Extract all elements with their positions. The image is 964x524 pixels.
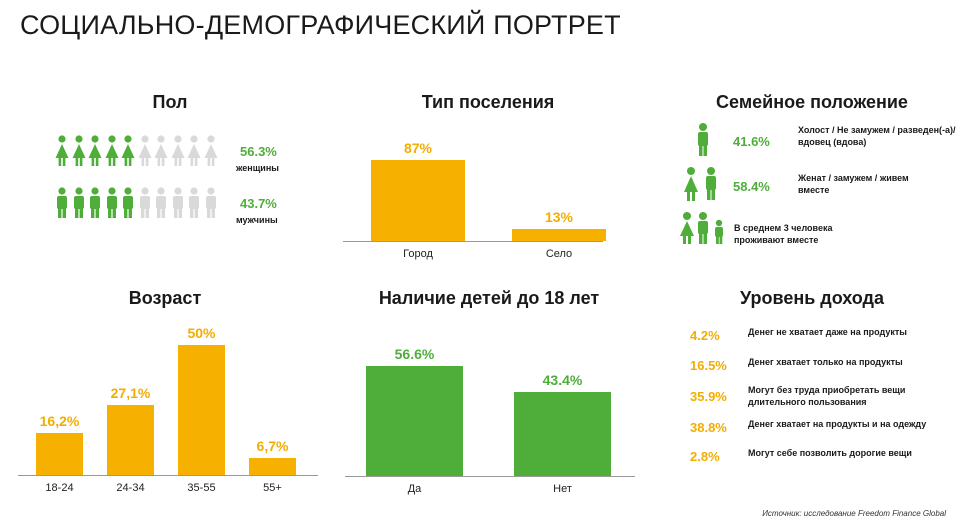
- family-household-text: В среднем 3 человека проживают вместе: [734, 223, 833, 245]
- income-pct: 38.8%: [690, 420, 727, 435]
- gender-male-label: мужчины: [236, 215, 278, 225]
- gender-title: Пол: [152, 92, 188, 112]
- income-pct: 4.2%: [690, 328, 720, 343]
- female-person-icon: [105, 135, 119, 172]
- bar-24-34: [107, 404, 154, 475]
- bar-Село: [512, 228, 606, 241]
- bar-35-55: [178, 345, 225, 475]
- income-text: Денег не хватает даже на продукты: [748, 327, 907, 337]
- family-single-text: Холост / Не замужем / разведен(-а)/ вдов…: [798, 125, 956, 147]
- female-person-icon: [138, 135, 152, 172]
- bar-data-label: 13%: [544, 208, 574, 225]
- x-tick-label: Да: [407, 483, 422, 495]
- male-person-icon: [105, 187, 119, 224]
- bar-55+: [249, 457, 296, 475]
- gender-icon-grid: [55, 135, 225, 230]
- x-tick-label: Город: [403, 248, 433, 260]
- x-tick-label: 24-34: [116, 482, 145, 494]
- income-list: 4.2% Денег не хватает даже на продукты 16.…: [686, 326, 956, 476]
- income-text: Денег хватает только на продукты: [748, 357, 903, 367]
- income-pct: 16.5%: [690, 358, 727, 373]
- bar-data-label: 27,1%: [110, 384, 151, 401]
- female-person-icon: [171, 135, 185, 172]
- male-person-icon: [55, 187, 69, 224]
- bar-data-label: 43.4%: [542, 371, 583, 388]
- gender-male-pct: 43.7%: [240, 196, 277, 211]
- male-person-icon: [121, 187, 135, 224]
- couple-icon: [680, 166, 724, 202]
- family-icon: [678, 211, 732, 245]
- settlement-chart-title: Тип поселения: [421, 92, 555, 112]
- x-tick-label: Нет: [553, 483, 572, 495]
- family-title: Семейное положение: [716, 92, 908, 112]
- male-person-icon: [72, 187, 86, 224]
- male-person-icon: [154, 187, 168, 224]
- bar-data-label: 16,2%: [39, 412, 80, 429]
- settlement-chart: 87% Город 13% Село: [343, 120, 606, 265]
- female-person-icon: [55, 135, 69, 172]
- income-text: Денег хватает на продукты и на одежду: [748, 419, 927, 429]
- female-person-icon: [88, 135, 102, 172]
- family-single-pct: 41.6%: [733, 134, 770, 149]
- bar-Нет: [514, 391, 611, 476]
- source-note: Источник: исследование Freedom Finance G…: [762, 509, 946, 518]
- male-person-icon: [187, 187, 201, 224]
- bar-18-24: [36, 432, 83, 475]
- bar-data-label: 56.6%: [394, 346, 435, 362]
- single-person-icon: [688, 122, 718, 158]
- bar-data-label: 87%: [403, 140, 433, 157]
- bar-Город: [371, 160, 465, 241]
- age-chart: 16,2% 18-24 27,1% 24-34 50% 35-55 6,7% 55+: [18, 318, 318, 503]
- female-person-icon: [204, 135, 218, 172]
- x-tick-label: 55+: [263, 482, 282, 494]
- male-person-icon: [88, 187, 102, 224]
- income-pct: 35.9%: [690, 389, 727, 404]
- x-tick-label: 35-55: [187, 482, 216, 494]
- x-axis-line: [18, 475, 318, 476]
- female-person-icon: [121, 135, 135, 172]
- family-married-pct: 58.4%: [733, 179, 770, 194]
- gender-female-pct: 56.3%: [240, 144, 277, 159]
- gender-female-label: женщины: [236, 163, 279, 173]
- x-axis-line: [343, 241, 603, 242]
- income-text: Могут без труда приобретать вещи длитель…: [748, 385, 906, 407]
- male-person-icon: [204, 187, 218, 224]
- page-title: СОЦИАЛЬНО-ДЕМОГРАФИЧЕСКИЙ ПОРТРЕТ: [20, 10, 621, 40]
- bar-data-label: 50%: [187, 325, 216, 341]
- bar-Да: [366, 366, 463, 476]
- income-pct: 2.8%: [690, 449, 720, 464]
- male-person-icon: [171, 187, 185, 224]
- family-married-text: Женат / замужем / живем вместе: [798, 173, 909, 195]
- children-chart-title: Наличие детей до 18 лет: [378, 288, 600, 308]
- female-person-icon: [154, 135, 168, 172]
- x-tick-label: 18-24: [45, 482, 74, 494]
- age-chart-title: Возраст: [128, 288, 202, 308]
- x-tick-label: Село: [545, 248, 573, 260]
- female-person-icon: [72, 135, 86, 172]
- bar-data-label: 6,7%: [256, 437, 289, 454]
- income-title: Уровень дохода: [739, 288, 884, 308]
- income-text: Могут себе позволить дорогие вещи: [748, 448, 912, 458]
- x-axis-line: [345, 476, 635, 477]
- male-person-icon: [138, 187, 152, 224]
- female-person-icon: [187, 135, 201, 172]
- children-chart: 56.6% Да 43.4% Нет: [345, 336, 635, 502]
